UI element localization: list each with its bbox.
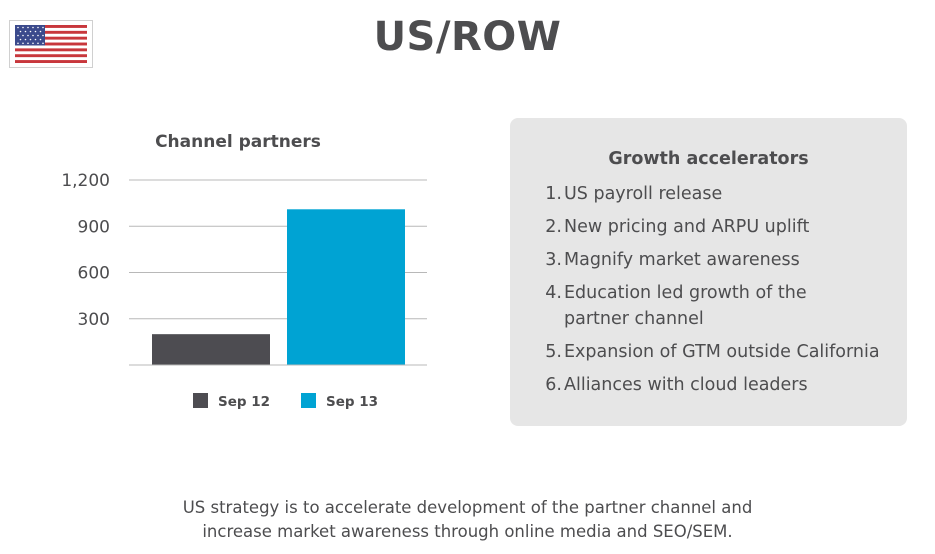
chart-y-ticks: 300 600 900 1,200 (61, 171, 110, 330)
us-flag-icon (15, 25, 87, 63)
y-tick-label: 900 (78, 217, 110, 237)
legend-label: Sep 13 (326, 394, 378, 410)
footer-line-1: US strategy is to accelerate development… (182, 498, 753, 517)
list-item-text: US payroll release (564, 184, 723, 204)
y-tick-label: 300 (78, 310, 110, 330)
legend-swatch (301, 393, 316, 408)
chart-title: Channel partners (155, 132, 321, 152)
us-flag (9, 20, 93, 68)
list-item-number: 6. (545, 375, 562, 395)
list-item-text: Expansion of GTM outside California (564, 342, 880, 362)
legend-label: Sep 12 (218, 394, 270, 410)
list-item-text: Education led growth of the partner chan… (564, 283, 807, 329)
list-item-number: 3. (545, 250, 562, 270)
panel-title: Growth accelerators (608, 149, 809, 169)
list-item: 1. US payroll release (542, 181, 902, 207)
list-item-text: New pricing and ARPU uplift (564, 217, 810, 237)
chart-legend: Sep 12 Sep 13 (193, 393, 378, 410)
list-item: 2. New pricing and ARPU uplift (542, 214, 902, 240)
list-item-text: Alliances with cloud leaders (564, 375, 808, 395)
y-tick-label: 1,200 (61, 171, 110, 191)
list-item-number: 5. (545, 342, 562, 362)
accelerator-list: 1. US payroll release 2. New pricing and… (542, 181, 902, 405)
list-item-number: 1. (545, 184, 562, 204)
footer-caption: US strategy is to accelerate development… (0, 496, 935, 544)
chart-bars (152, 209, 405, 365)
list-item: 4. Education led growth of the partner c… (542, 280, 902, 332)
channel-partners-chart: Channel partners 300 600 900 1,200 Sep 12 Se… (40, 120, 460, 430)
growth-accelerators-panel: Growth accelerators 1. US payroll releas… (510, 118, 907, 426)
bar-sep-12 (152, 334, 270, 365)
list-item: 5. Expansion of GTM outside California (542, 339, 902, 365)
bar-sep-13 (287, 209, 405, 365)
list-item-number: 2. (545, 217, 562, 237)
list-item-text: Magnify market awareness (564, 250, 800, 270)
list-item: 3. Magnify market awareness (542, 247, 902, 273)
footer-line-2: increase market awareness through online… (202, 522, 733, 541)
legend-swatch (193, 393, 208, 408)
list-item-number: 4. (545, 283, 562, 303)
page-title: US/ROW (373, 14, 562, 60)
list-item: 6. Alliances with cloud leaders (542, 372, 902, 398)
y-tick-label: 600 (78, 264, 110, 284)
